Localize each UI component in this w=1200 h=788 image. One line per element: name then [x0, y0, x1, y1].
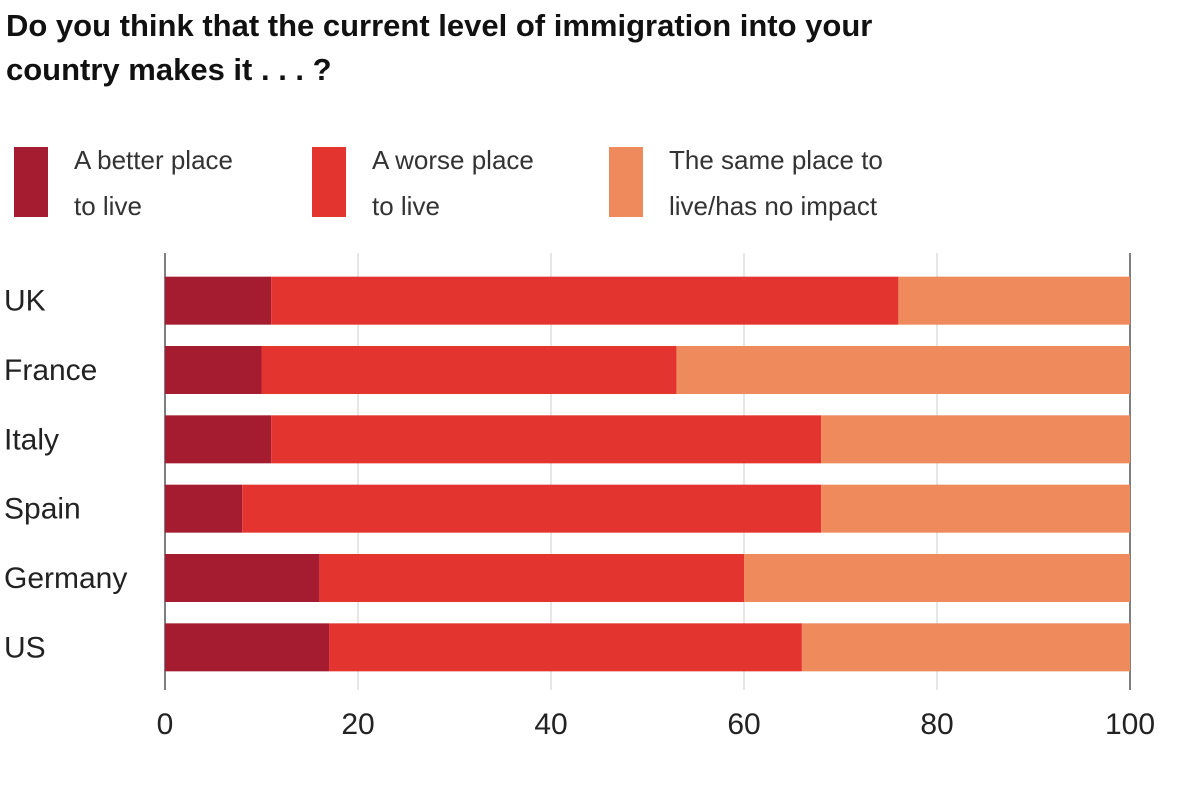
x-tick-label: 80 [920, 708, 953, 741]
x-tick-label: 20 [341, 708, 374, 741]
bar-segment [744, 554, 1130, 602]
bar-segment [821, 484, 1130, 533]
chart-title: Do you think that the current level of i… [6, 8, 873, 87]
legend-swatch [609, 147, 643, 217]
bar-segment [165, 276, 272, 325]
legend-item: A better place to live [14, 145, 249, 229]
bar-segment [242, 484, 822, 533]
bar-segment [676, 346, 1130, 394]
bar-segment [165, 484, 243, 533]
bar-segment [898, 276, 1130, 325]
y-tick-label: US [4, 631, 46, 664]
legend-item: The same place to live/has no impact [609, 145, 914, 229]
y-tick-label: Spain [4, 493, 81, 526]
legend-item: A worse place to live [312, 145, 547, 229]
bar-segment [329, 623, 802, 672]
x-tick-label: 0 [157, 708, 174, 741]
legend-label: The same place to live/has no impact [669, 145, 883, 221]
legend-label: A better place to live [74, 145, 233, 221]
y-tick-label: UK [4, 285, 46, 318]
y-tick-label: Italy [4, 423, 59, 456]
bar-segment [165, 623, 330, 672]
y-tick-label: Germany [4, 562, 127, 595]
y-tick-label: France [4, 354, 97, 387]
x-tick-label: 40 [534, 708, 567, 741]
x-tick-label: 100 [1105, 708, 1155, 741]
bar-segment [165, 415, 272, 464]
bar-segment [165, 554, 320, 602]
bar-segment [801, 623, 1130, 672]
legend-swatch [14, 147, 48, 217]
bar-segment [821, 415, 1130, 464]
bar-segment [271, 276, 899, 325]
bar-segment [319, 554, 744, 602]
legend-swatch [312, 147, 346, 217]
legend-label: A worse place to live [372, 145, 534, 221]
bar-segment [165, 346, 262, 394]
bar-segment [261, 346, 677, 394]
x-tick-label: 60 [727, 708, 760, 741]
bar-segment [271, 415, 822, 464]
